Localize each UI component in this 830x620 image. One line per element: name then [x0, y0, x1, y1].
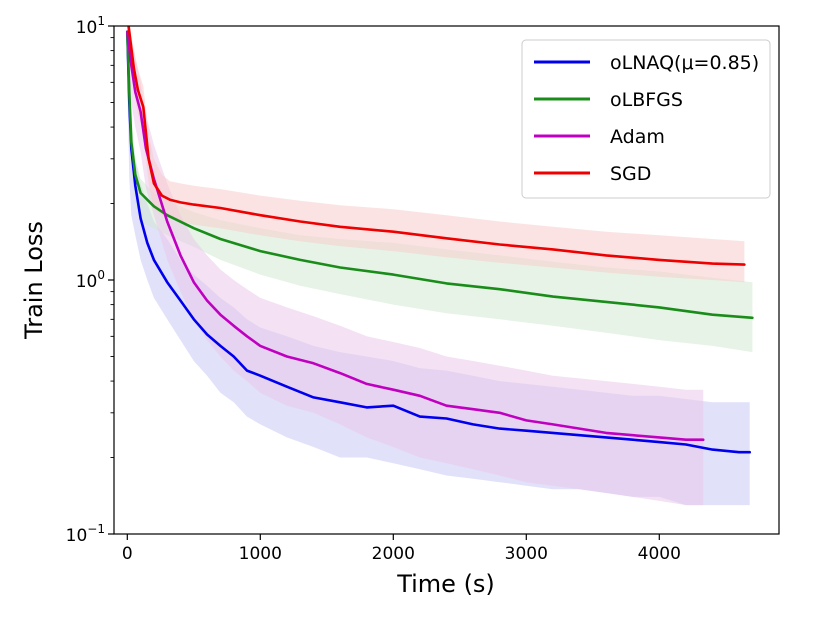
legend-label: Adam	[610, 126, 665, 148]
line-olbfgs	[126, 30, 754, 320]
legend-label: oLNAQ(μ=0.85)	[610, 52, 759, 74]
line-sgd	[127, 26, 746, 266]
x-tick-label: 3000	[505, 544, 548, 564]
legend-box	[521, 39, 771, 199]
x-tick-label: 2000	[372, 544, 415, 564]
y-axis-label: Train Loss	[20, 221, 48, 340]
legend-label: oLBFGS	[610, 89, 683, 111]
legend: oLNAQ(μ=0.85) oLBFGS Adam SGD	[521, 39, 771, 199]
x-tick-label: 0	[122, 544, 133, 564]
y-tick-label: 101	[76, 14, 105, 38]
x-tick-label: 1000	[239, 544, 282, 564]
band-adam	[127, 26, 704, 506]
line-olnaq-0-85	[126, 30, 752, 454]
legend-label: SGD	[610, 163, 651, 185]
y-tick-label: 10−1	[66, 522, 105, 546]
x-axis-label: Time (s)	[396, 570, 495, 598]
x-tick-label: 4000	[638, 544, 681, 564]
y-tick-label: 100	[76, 268, 105, 292]
